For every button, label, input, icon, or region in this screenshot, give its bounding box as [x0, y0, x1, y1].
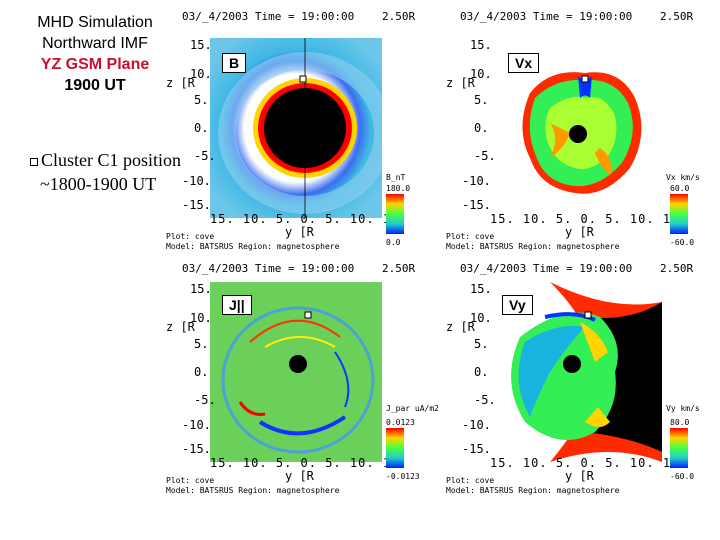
panel-header-r: 2.50R — [660, 10, 694, 23]
ytick: -5. — [194, 393, 216, 407]
ytick: -5. — [194, 149, 216, 163]
panel-b: 03/_4/2003 Time = 19:00:00 2.50R B 15. 1… — [160, 10, 420, 255]
ytick: -15. — [182, 198, 211, 212]
title-line-1: MHD Simulation — [37, 14, 153, 31]
ytick: 0. — [194, 365, 209, 379]
ytick: 15. — [470, 38, 492, 52]
title-line-4: 1900 UT — [64, 77, 126, 94]
xticks: 15. 10. 5. 0. 5. 10. 15 — [490, 456, 678, 470]
panel-header-r: 2.50R — [382, 262, 416, 275]
cluster-line-2: ~1800-1900 UT — [40, 174, 157, 194]
plot-line: Plot: cove — [446, 232, 495, 241]
colorbar — [670, 194, 688, 234]
colorbar — [386, 194, 404, 234]
panel-header-r: 2.50R — [382, 10, 416, 23]
plot-line: Plot: cove — [166, 232, 215, 241]
plot-line: Plot: cove — [446, 476, 495, 485]
ytick: 5. — [474, 337, 489, 351]
ytick: 10. — [470, 67, 492, 81]
colorbar — [670, 428, 688, 468]
ytick: -10. — [462, 174, 491, 188]
y-axis-label: y [R — [285, 469, 314, 483]
ytick: 5. — [474, 93, 489, 107]
panel-j: 03/_4/2003 Time = 19:00:00 2.50R J|| 15.… — [160, 262, 439, 507]
y-axis-label: y [R — [565, 225, 594, 239]
panel-label-b: B — [222, 53, 247, 73]
ytick: 0. — [474, 121, 489, 135]
panel-header-date: 03/_4/2003 Time = 19:00:00 — [460, 10, 633, 23]
panel-label-vx: Vx — [508, 53, 540, 73]
y-axis-label: y [R — [565, 469, 594, 483]
ytick: 5. — [194, 93, 209, 107]
colorbar-top: 80.0 — [670, 418, 690, 427]
z-axis-label: z [R — [446, 320, 475, 334]
ytick: 0. — [194, 121, 209, 135]
ytick: -10. — [182, 174, 211, 188]
ytick: 5. — [194, 337, 209, 351]
colorbar-bottom: -60.0 — [670, 472, 695, 481]
colorbar — [386, 428, 404, 468]
title-line-3: YZ GSM Plane — [40, 56, 150, 73]
ytick: 15. — [190, 38, 212, 52]
panel-label-vy: Vy — [502, 295, 533, 315]
model-line: Model: BATSRUS Region: magnetosphere — [166, 486, 340, 495]
colorbar-title: Vx km/s — [666, 173, 700, 182]
xticks: 15. 10. 5. 0. 5. 10. 15 — [210, 456, 398, 470]
title-line-2: Northward IMF — [42, 35, 148, 52]
colorbar-title: J_par uA/m2 — [386, 404, 439, 413]
cluster-line-1: Cluster C1 position — [41, 150, 182, 170]
ytick: -10. — [462, 418, 491, 432]
xticks: 15. 10. 5. 0. 5. 10. 15 — [490, 212, 678, 226]
colorbar-title: Vy km/s — [666, 404, 700, 413]
colorbar-top: 180.0 — [386, 184, 411, 193]
title-block: MHD Simulation Northward IMF YZ GSM Plan… — [0, 12, 190, 96]
ytick: 10. — [190, 67, 212, 81]
colorbar-title: B_nT — [386, 173, 406, 182]
ytick: 10. — [190, 311, 212, 325]
panel-header-date: 03/_4/2003 Time = 19:00:00 — [182, 262, 355, 275]
model-line: Model: BATSRUS Region: magnetosphere — [166, 242, 340, 251]
ytick: 10. — [470, 311, 492, 325]
colorbar-top: 0.0123 — [386, 418, 415, 427]
colorbar-bottom: -0.0123 — [386, 472, 420, 481]
colorbar-bottom: -60.0 — [670, 238, 695, 247]
z-axis-label: z [R — [446, 76, 475, 90]
ytick: -15. — [462, 442, 491, 456]
z-axis-label: z [R — [166, 320, 195, 334]
y-axis-label: y [R — [285, 225, 314, 239]
ytick: -15. — [462, 198, 491, 212]
ytick: -5. — [474, 393, 496, 407]
cluster-marker-icon — [299, 75, 307, 83]
ytick: 15. — [190, 282, 212, 296]
panel-vx: 03/_4/2003 Time = 19:00:00 2.50R Vx 15. … — [440, 10, 715, 255]
cluster-marker-icon — [30, 157, 38, 166]
model-line: Model: BATSRUS Region: magnetosphere — [446, 242, 620, 251]
z-axis-label: z [R — [166, 76, 195, 90]
panel-vy: 03/_4/2003 Time = 19:00:00 2.50R Vy 15. … — [440, 262, 715, 507]
ytick: -5. — [474, 149, 496, 163]
colorbar-bottom: 0.0 — [386, 238, 401, 247]
panel-header-date: 03/_4/2003 Time = 19:00:00 — [460, 262, 633, 275]
xticks: 15. 10. 5. 0. 5. 10. 15 — [210, 212, 398, 226]
ytick: 15. — [470, 282, 492, 296]
panel-header-r: 2.50R — [660, 262, 694, 275]
ytick: -10. — [182, 418, 211, 432]
model-line: Model: BATSRUS Region: magnetosphere — [446, 486, 620, 495]
cluster-legend: Cluster C1 position ~1800-1900 UT — [30, 148, 181, 196]
colorbar-top: 60.0 — [670, 184, 690, 193]
ytick: -15. — [182, 442, 211, 456]
panel-header-date: 03/_4/2003 Time = 19:00:00 — [182, 10, 355, 23]
ytick: 0. — [474, 365, 489, 379]
panel-label-j: J|| — [222, 295, 252, 315]
plot-line: Plot: cove — [166, 476, 215, 485]
